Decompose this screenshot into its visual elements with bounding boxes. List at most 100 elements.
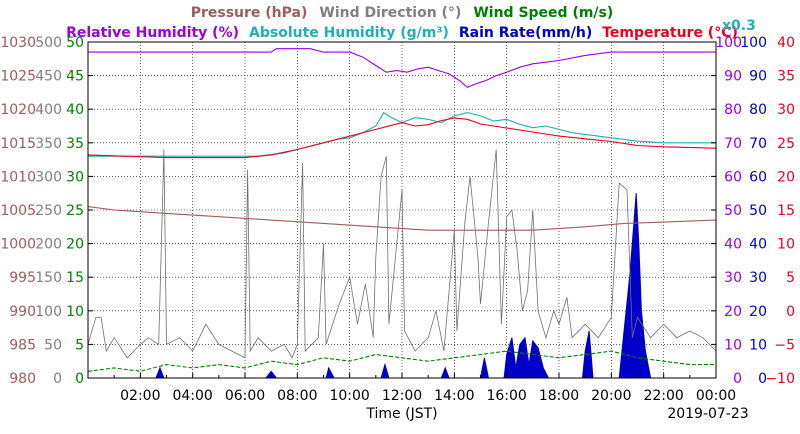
y-tick-pressure: 1010 [0, 169, 36, 185]
x-axis-label: Time (JST) [365, 406, 437, 422]
y-tick-rain-rate: 70 [749, 136, 767, 152]
y-tick-temperature: 30 [777, 102, 795, 118]
y-tick-wind-direction: 500 [35, 35, 62, 51]
y-tick-wind-direction: 0 [53, 371, 62, 387]
x-tick-label: 20:00 [591, 388, 631, 404]
legend-temperature-c: Temperature (°C) [602, 25, 738, 41]
y-tick-wind-direction: 150 [35, 270, 62, 286]
y-tick-pressure: 1030 [0, 35, 36, 51]
legend-relative-humidity: Relative Humidity (%) [66, 25, 239, 41]
y-tick-temperature: −5 [774, 337, 795, 353]
x-tick-label: 08:00 [277, 388, 317, 404]
y-tick-wind-direction: 50 [44, 337, 62, 353]
series-pressure-hpa [87, 206, 717, 231]
y-tick-wind-speed: 30 [66, 169, 84, 185]
x-tick-label: 18:00 [539, 388, 579, 404]
legend-pressure-hpa: Pressure (hPa) [191, 5, 308, 21]
series-wind-direction [87, 149, 717, 359]
y-tick-temperature: 15 [777, 203, 795, 219]
y-tick-humidity: 70 [724, 136, 742, 152]
y-tick-pressure: 1000 [0, 237, 36, 253]
x-tick-label: 04:00 [172, 388, 212, 404]
series-rain-rate-mm-h [88, 193, 716, 379]
y-tick-temperature: −10 [765, 371, 795, 387]
series-wind-speed-m-s [87, 350, 716, 372]
x-tick-label: 06:00 [225, 388, 265, 404]
y-tick-temperature: 10 [777, 237, 795, 253]
x-tick-label: 02:00 [120, 388, 160, 404]
y-tick-rain-rate: 50 [749, 203, 767, 219]
y-tick-wind-direction: 350 [35, 136, 62, 152]
y-tick-humidity: 60 [724, 169, 742, 185]
legend-row-2: Relative Humidity (%) Absolute Humidity (… [66, 25, 738, 41]
y-tick-pressure: 985 [9, 337, 36, 353]
y-tick-pressure: 990 [9, 304, 36, 320]
x-axis: 02:00 04:00 06:00 08:00 10:00 12:00 14:00 16:00… [113, 373, 736, 404]
y-tick-rain-rate: 40 [749, 237, 767, 253]
legend-wind-direction: Wind Direction (°) [319, 5, 461, 21]
y-tick-wind-direction: 200 [35, 237, 62, 253]
y-tick-wind-direction: 100 [35, 304, 62, 320]
y-tick-wind-direction: 400 [35, 102, 62, 118]
x-tick-label: 22:00 [643, 388, 683, 404]
legend: Pressure (hPa) Wind Direction (°) Wind Spe… [66, 5, 756, 41]
y-axes: 1030102510201015101010051000995990985980… [0, 35, 795, 387]
y-tick-rain-rate: 80 [749, 102, 767, 118]
y-tick-pressure: 1005 [0, 203, 36, 219]
y-tick-wind-speed: 10 [66, 304, 84, 320]
y-tick-temperature: 5 [786, 270, 795, 286]
y-tick-wind-direction: 300 [35, 169, 62, 185]
y-tick-temperature: 40 [777, 35, 795, 51]
y-tick-wind-speed: 45 [66, 69, 84, 85]
series-absolute-humidity-g-m [88, 111, 716, 157]
y-tick-wind-speed: 35 [66, 136, 84, 152]
legend-rain-rate-mm-h: Rain Rate(mm/h) [459, 25, 592, 41]
legend-row-1: Pressure (hPa) Wind Direction (°) Wind Spe… [191, 5, 614, 21]
x-tick-label: 00:00 [696, 388, 736, 404]
y-tick-temperature: 25 [777, 136, 795, 152]
y-tick-wind-speed: 0 [75, 371, 84, 387]
y-tick-temperature: 20 [777, 169, 795, 185]
legend-absolute-humidity-g-m: Absolute Humidity (g/m³) [249, 25, 449, 41]
y-tick-humidity: 0 [733, 371, 742, 387]
y-tick-rain-rate: 10 [749, 337, 767, 353]
y-tick-humidity: 40 [724, 237, 742, 253]
y-tick-wind-direction: 250 [35, 203, 62, 219]
y-tick-wind-speed: 15 [66, 270, 84, 286]
x-tick-label: 10:00 [329, 388, 369, 404]
series-relative-humidity [88, 48, 716, 89]
y-tick-pressure: 1025 [0, 69, 36, 85]
y-tick-humidity: 30 [724, 270, 742, 286]
y-tick-rain-rate: 100 [740, 35, 767, 51]
y-tick-wind-speed: 20 [66, 237, 84, 253]
y-tick-rain-rate: 30 [749, 270, 767, 286]
series-layer [87, 48, 717, 379]
y-tick-wind-speed: 25 [66, 203, 84, 219]
x-tick-label: 14:00 [434, 388, 474, 404]
y-tick-wind-speed: 40 [66, 102, 84, 118]
abs-humidity-scale-note: x0.3 [722, 18, 756, 34]
y-tick-rain-rate: 20 [749, 304, 767, 320]
date-label: 2019-07-23 [667, 406, 748, 422]
y-tick-pressure: 995 [9, 270, 36, 286]
y-tick-humidity: 50 [724, 203, 742, 219]
y-tick-pressure: 1020 [0, 102, 36, 118]
y-tick-rain-rate: 0 [758, 371, 767, 387]
x-tick-label: 16:00 [486, 388, 526, 404]
y-tick-pressure: 980 [9, 371, 36, 387]
y-tick-humidity: 90 [724, 69, 742, 85]
y-tick-rain-rate: 90 [749, 69, 767, 85]
y-tick-pressure: 1015 [0, 136, 36, 152]
y-tick-humidity: 80 [724, 102, 742, 118]
y-tick-wind-speed: 5 [75, 337, 84, 353]
y-tick-humidity: 10 [724, 337, 742, 353]
series-temperature-c [87, 117, 717, 159]
x-tick-label: 12:00 [382, 388, 422, 404]
y-tick-humidity: 20 [724, 304, 742, 320]
y-tick-temperature: 0 [786, 304, 795, 320]
y-tick-rain-rate: 60 [749, 169, 767, 185]
y-tick-wind-direction: 450 [35, 69, 62, 85]
y-tick-temperature: 35 [777, 69, 795, 85]
legend-wind-speed-m-s: Wind Speed (m/s) [473, 5, 613, 21]
